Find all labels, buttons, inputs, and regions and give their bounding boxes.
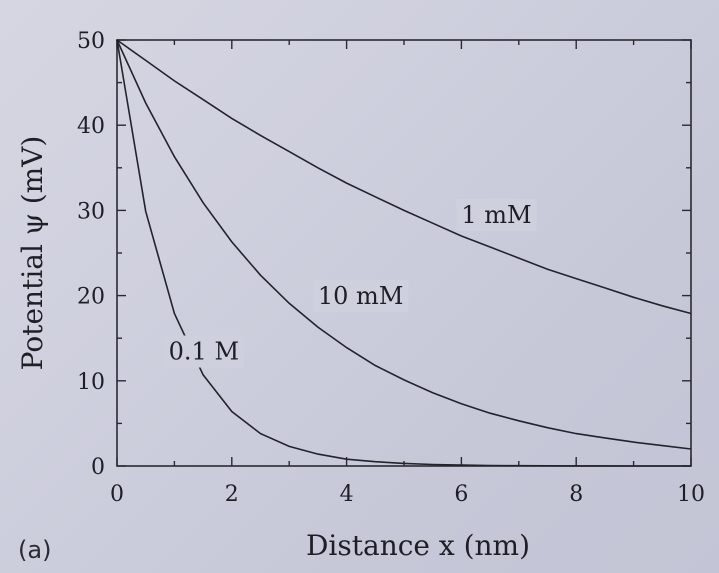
series-line-10-mm: [116, 39, 692, 450]
data-series: [116, 39, 692, 467]
y-tick-label: 20: [77, 285, 105, 310]
x-tick-label: 0: [110, 482, 124, 507]
y-tick-label: 50: [77, 29, 105, 54]
curve-label: 10 mM: [318, 282, 404, 310]
y-tick-label: 40: [77, 114, 105, 139]
y-axis-label: Potential ψ (mV): [16, 136, 49, 371]
curve-labels: 1 mM 10 mM 0.1 M: [163, 199, 537, 368]
series-line-1-mm: [116, 39, 692, 315]
series-line-0-1-m: [116, 39, 691, 467]
x-tick-label: 2: [225, 482, 239, 507]
x-axis-label: Distance x (nm): [306, 529, 530, 562]
x-tick-label: 4: [340, 482, 354, 507]
curve-label-background: [456, 199, 537, 232]
curve-label: 1 mM: [461, 201, 531, 229]
curve-label-background: [312, 280, 409, 313]
plot-frame: [116, 39, 692, 467]
x-tick-label: 10: [677, 482, 705, 507]
x-tick-label: 8: [569, 482, 583, 507]
y-tick-label: 10: [77, 370, 105, 395]
axis-tick-labels: 0 2 4 6 8 10 0 10 20 30 40 50: [77, 29, 705, 507]
y-tick-label: 0: [91, 455, 105, 480]
curve-label-background: [163, 335, 245, 368]
x-tick-label: 6: [454, 482, 468, 507]
curve-label: 0.1 M: [169, 338, 239, 366]
axis-ticks: [116, 39, 692, 467]
y-tick-label: 30: [77, 199, 105, 224]
panel-label: (a): [18, 536, 51, 564]
